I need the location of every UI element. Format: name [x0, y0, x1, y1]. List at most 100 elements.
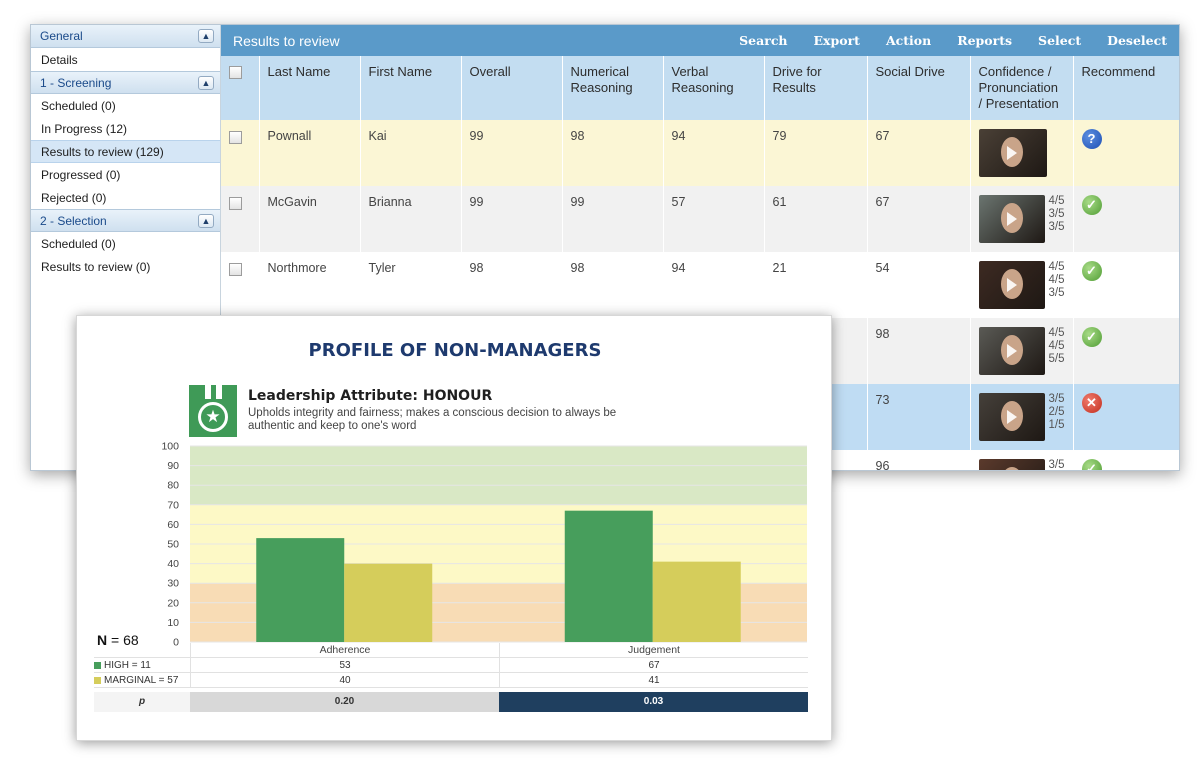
- score-value: 5/5: [1048, 353, 1065, 365]
- column-header-recommend[interactable]: Recommend: [1073, 56, 1179, 120]
- play-icon[interactable]: [1006, 278, 1017, 292]
- y-tick-label: 100: [161, 441, 179, 453]
- bar-chart: 0 10 20 30 40 50 60 70 80 90 100: [161, 441, 807, 649]
- sidebar-item-details[interactable]: Details: [41, 52, 78, 67]
- sidebar-item-results-to-review-0[interactable]: Results to review (0): [41, 259, 151, 274]
- collapse-chevron-icon[interactable]: ▲: [198, 75, 214, 90]
- recommend-cell: ✓: [1073, 186, 1179, 252]
- column-header-overall[interactable]: Overall: [461, 56, 563, 120]
- sample-size: N = 68: [97, 632, 139, 648]
- confidence-cell: 4/5 4/5 5/5: [970, 318, 1074, 384]
- row-checkbox[interactable]: [229, 197, 242, 210]
- score-list: 3/54/52/5: [1049, 459, 1065, 470]
- honour-badge-icon: ★: [189, 385, 237, 437]
- y-tick-label: 60: [167, 519, 179, 531]
- score-value: 4/5: [1048, 274, 1065, 286]
- play-icon[interactable]: [1006, 212, 1017, 226]
- video-thumbnail[interactable]: [978, 195, 1045, 243]
- sidebar-item-rejected-0[interactable]: Rejected (0): [41, 190, 107, 205]
- score-list: 4/5 3/5 3/5: [1049, 195, 1065, 243]
- confidence-cell: 3/54/52/5: [970, 450, 1074, 470]
- column-header-first-name[interactable]: First Name: [360, 56, 462, 120]
- table-row[interactable]: Pownall Kai 99 98 94 79 67?: [221, 120, 1179, 186]
- select-button[interactable]: Select: [1038, 33, 1082, 48]
- sidebar-item-in-progress-12[interactable]: In Progress (12): [41, 121, 128, 136]
- series-row: MARGINAL = 57 40 41: [94, 673, 808, 688]
- p-value-cell: 0.20: [190, 692, 499, 712]
- table-header-row: Last Name First Name Overall Numerical Reas…: [221, 56, 1179, 120]
- confidence-group: 4/5 4/5 3/5: [978, 261, 1065, 309]
- bar-adherence-marginal: [344, 563, 433, 642]
- action-button[interactable]: Action: [885, 33, 932, 48]
- verbal-cell: 94: [663, 120, 765, 186]
- column-header-last-name[interactable]: Last Name: [259, 56, 361, 120]
- n-value: = 68: [111, 632, 139, 648]
- score-value: 4/5: [1048, 327, 1065, 339]
- check-icon[interactable]: ✓: [1081, 261, 1102, 281]
- sidebar-item-scheduled-0[interactable]: Scheduled (0): [41, 98, 116, 113]
- row-checkbox-cell: [221, 120, 260, 186]
- score-value: 4/5: [1048, 195, 1065, 207]
- row-checkbox[interactable]: [229, 263, 242, 276]
- select-all-checkbox-cell: [221, 56, 260, 120]
- sidebar-group-2-selection[interactable]: 2 - Selection ▲: [31, 209, 220, 232]
- play-icon[interactable]: [1006, 410, 1017, 424]
- video-thumbnail[interactable]: [978, 129, 1047, 177]
- p-value-row: p 0.20 0.03: [94, 692, 808, 712]
- reject-icon[interactable]: ✕: [1081, 393, 1102, 413]
- video-thumbnail[interactable]: [978, 261, 1045, 309]
- legend-swatch: [94, 676, 101, 684]
- y-tick-label: 50: [167, 539, 179, 551]
- search-button[interactable]: Search: [739, 33, 788, 48]
- attribute-heading: Leadership Attribute: HONOUR: [248, 388, 493, 404]
- check-icon[interactable]: ✓: [1081, 195, 1102, 215]
- collapse-chevron-icon[interactable]: ▲: [198, 213, 214, 228]
- video-thumbnail[interactable]: [978, 393, 1045, 441]
- reports-button[interactable]: Reports: [957, 33, 1013, 48]
- table-row[interactable]: Northmore Tyler 98 98 94 21 54 4/5 4/5 3/5 ✓: [221, 252, 1179, 318]
- confidence-group: 4/5 3/5 3/5: [978, 195, 1065, 243]
- series-name: HIGH = 11: [104, 659, 151, 671]
- video-thumbnail[interactable]: [978, 327, 1045, 375]
- series-value: 40: [190, 673, 499, 687]
- confidence-group: 3/5 2/5 1/5: [978, 393, 1065, 441]
- series-value: 53: [190, 658, 499, 672]
- deselect-button[interactable]: Deselect: [1107, 33, 1167, 48]
- recommend-cell: ✓: [1073, 318, 1179, 384]
- sidebar-group-1-screening[interactable]: 1 - Screening ▲: [31, 71, 220, 94]
- column-header-social-drive[interactable]: Social Drive: [867, 56, 971, 120]
- column-header-verbal-reasoning[interactable]: Verbal Reasoning: [663, 56, 765, 120]
- recommend-cell: ✕: [1073, 384, 1179, 450]
- collapse-chevron-icon[interactable]: ▲: [198, 29, 214, 43]
- sidebar-item-scheduled-0[interactable]: Scheduled (0): [41, 236, 116, 251]
- y-tick-label: 70: [167, 499, 179, 511]
- y-tick-label: 40: [167, 558, 179, 570]
- row-checkbox[interactable]: [229, 131, 242, 144]
- column-header-confidence-pronunciation-presentation[interactable]: Confidence / Pronunciation / Presentatio…: [970, 56, 1074, 120]
- column-header-drive-for-results[interactable]: Drive for Results: [764, 56, 868, 120]
- numerical-cell: 98: [562, 120, 664, 186]
- column-header-numerical-reasoning[interactable]: Numerical Reasoning: [562, 56, 664, 120]
- toolbar-actions: Search Export Action Reports Select Deselect: [739, 33, 1167, 48]
- help-icon[interactable]: ?: [1081, 129, 1102, 149]
- play-icon[interactable]: [1006, 344, 1017, 358]
- recommend-cell: ?: [1073, 120, 1179, 186]
- social-drive-cell: 73: [867, 384, 971, 450]
- last-name-cell: Northmore: [259, 252, 361, 318]
- sidebar-item-results-to-review-129[interactable]: Results to review (129): [31, 140, 220, 163]
- play-icon[interactable]: [1006, 146, 1017, 160]
- sidebar-group-general[interactable]: General ▲: [31, 25, 220, 48]
- sidebar-item-progressed-0[interactable]: Progressed (0): [41, 167, 121, 182]
- check-icon[interactable]: ✓: [1081, 459, 1102, 470]
- verbal-cell: 57: [663, 186, 765, 252]
- check-icon[interactable]: ✓: [1081, 327, 1102, 347]
- export-button[interactable]: Export: [813, 33, 860, 48]
- video-thumbnail[interactable]: [978, 459, 1045, 470]
- overall-cell: 99: [461, 186, 563, 252]
- drive-cell: 79: [764, 120, 868, 186]
- score-value: 3/5: [1048, 221, 1065, 233]
- select-all-checkbox[interactable]: [229, 66, 242, 79]
- last-name-cell: Pownall: [259, 120, 361, 186]
- series-legend: HIGH = 11: [94, 658, 190, 672]
- table-row[interactable]: McGavin Brianna 99 99 57 61 67 4/5 3/5 3/5 ✓: [221, 186, 1179, 252]
